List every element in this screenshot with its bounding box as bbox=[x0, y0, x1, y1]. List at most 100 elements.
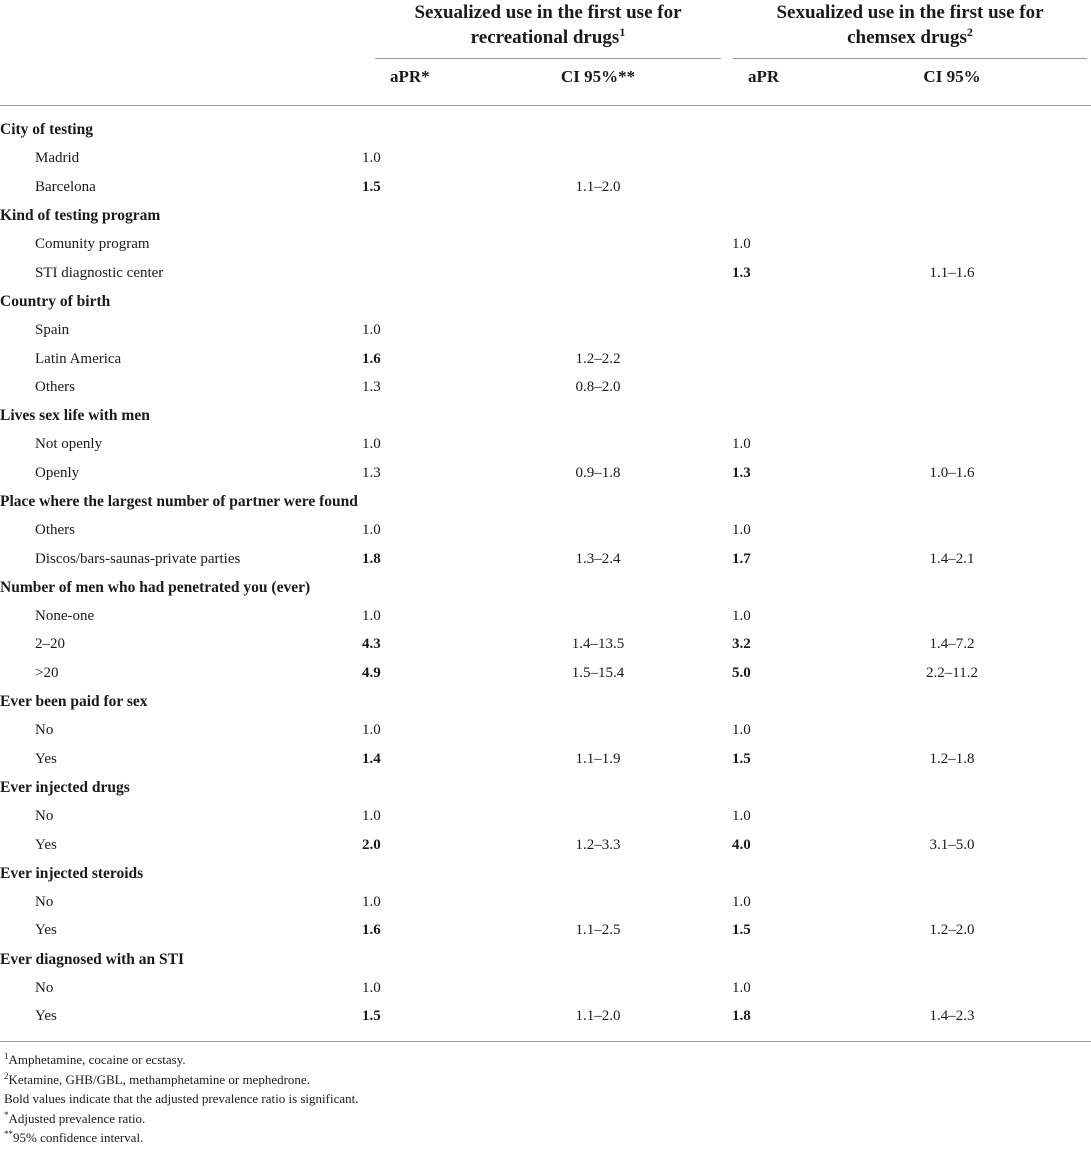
apr-chemsex-cell bbox=[732, 945, 847, 974]
apr-chemsex-cell bbox=[732, 574, 847, 603]
apr-chemsex-cell bbox=[732, 202, 847, 231]
ci-recreational-cell bbox=[493, 802, 703, 831]
column-pad bbox=[1057, 974, 1091, 1003]
ci-chemsex-cell bbox=[847, 945, 1057, 974]
column-gap bbox=[703, 431, 732, 460]
table-row: Others 1.0 1.0 bbox=[0, 516, 1091, 545]
apr-recreational-cell: 1.3 bbox=[362, 464, 381, 481]
column-gap bbox=[703, 545, 732, 574]
ci-recreational-cell: 1.1–2.0 bbox=[575, 1008, 621, 1025]
row-label: Not openly bbox=[35, 436, 103, 453]
apr-recreational-cell bbox=[362, 116, 493, 145]
apr-recreational-cell: 1.0 bbox=[362, 321, 381, 338]
column-pad bbox=[1057, 202, 1091, 231]
ci-recreational-cell: 1.2–3.3 bbox=[575, 836, 621, 853]
column-gap bbox=[703, 774, 732, 803]
ci-recreational-cell: 0.8–2.0 bbox=[575, 379, 621, 396]
section-label: Ever injected steroids bbox=[0, 864, 144, 882]
column-pad bbox=[1057, 431, 1091, 460]
apr-recreational-cell bbox=[362, 774, 493, 803]
column-pad bbox=[1057, 917, 1091, 946]
ci-chemsex-cell bbox=[847, 602, 1057, 631]
apr-recreational-cell bbox=[362, 202, 493, 231]
column-gap bbox=[703, 888, 732, 917]
column-pad bbox=[1057, 802, 1091, 831]
apr-chemsex-cell: 1.5 bbox=[732, 750, 751, 767]
apr-recreational-cell: 1.0 bbox=[362, 979, 381, 996]
apr-chemsex-cell: 1.0 bbox=[732, 236, 751, 253]
ci-chemsex-cell bbox=[847, 859, 1057, 888]
column-pad bbox=[1057, 545, 1091, 574]
apr-chemsex-cell bbox=[732, 145, 847, 174]
column-gap bbox=[703, 459, 732, 488]
row-label: No bbox=[35, 808, 54, 825]
apr-recreational-cell: 2.0 bbox=[362, 836, 381, 853]
section-label: Ever diagnosed with an STI bbox=[0, 950, 185, 968]
ci-chemsex-cell bbox=[847, 173, 1057, 202]
column-pad bbox=[1057, 716, 1091, 745]
column-pad bbox=[1057, 488, 1091, 517]
ci-chemsex-cell bbox=[847, 431, 1057, 460]
column-gap bbox=[703, 202, 732, 231]
row-label: Comunity program bbox=[35, 236, 150, 253]
row-label: Madrid bbox=[35, 150, 80, 167]
column-pad bbox=[1057, 659, 1091, 688]
ci-recreational-cell bbox=[493, 574, 703, 603]
ci-recreational-cell: 0.9–1.8 bbox=[575, 464, 621, 481]
section-label: Country of birth bbox=[0, 292, 111, 310]
apr-recreational-cell: 1.6 bbox=[362, 350, 381, 367]
results-table: City of testing Madrid 1.0 Barcelona 1.5 1.1–… bbox=[0, 116, 1091, 1031]
column-gap bbox=[703, 631, 732, 660]
ci-recreational-cell bbox=[493, 202, 703, 231]
group-title-line2: chemsex drugs bbox=[847, 27, 967, 48]
table-row: Yes 2.0 1.2–3.3 4.0 3.1–5.0 bbox=[0, 831, 1091, 860]
table-row: Yes 1.5 1.1–2.0 1.8 1.4–2.3 bbox=[0, 1002, 1091, 1031]
ci-recreational-cell bbox=[493, 431, 703, 460]
row-label: None-one bbox=[35, 607, 95, 624]
ci-chemsex-cell bbox=[847, 373, 1057, 402]
apr-chemsex-cell: 3.2 bbox=[732, 636, 751, 653]
row-label: No bbox=[35, 979, 54, 996]
apr-chemsex-cell bbox=[732, 116, 847, 145]
column-gap bbox=[703, 1002, 732, 1031]
ci-recreational-cell bbox=[493, 774, 703, 803]
column-gap bbox=[703, 345, 732, 374]
section-label: Ever injected drugs bbox=[0, 778, 130, 796]
column-gap bbox=[703, 173, 732, 202]
column-pad bbox=[1057, 230, 1091, 259]
apr-chemsex-cell bbox=[732, 316, 847, 345]
col-header-apr-recreational: aPR* bbox=[390, 67, 430, 86]
ci-chemsex-cell: 1.0–1.6 bbox=[929, 464, 975, 481]
ci-recreational-cell bbox=[493, 402, 703, 431]
ci-recreational-cell bbox=[493, 259, 703, 288]
column-pad bbox=[1057, 774, 1091, 803]
ci-recreational-cell: 1.1–2.5 bbox=[575, 922, 621, 939]
section-label: Place where the largest number of partne… bbox=[0, 493, 358, 511]
ci-recreational-cell bbox=[493, 688, 703, 717]
column-pad bbox=[1057, 259, 1091, 288]
column-gap bbox=[703, 402, 732, 431]
ci-chemsex-cell: 1.4–2.3 bbox=[929, 1008, 975, 1025]
ci-recreational-cell bbox=[493, 230, 703, 259]
column-pad bbox=[1057, 345, 1091, 374]
footnote-ci: **95% confidence interval. bbox=[4, 1129, 144, 1146]
column-pad bbox=[1057, 631, 1091, 660]
apr-chemsex-cell: 1.0 bbox=[732, 893, 751, 910]
ci-recreational-cell bbox=[493, 888, 703, 917]
table-row: Yes 1.4 1.1–1.9 1.5 1.2–1.8 bbox=[0, 745, 1091, 774]
column-gap bbox=[703, 116, 732, 145]
ci-chemsex-cell: 3.1–5.0 bbox=[929, 836, 975, 853]
apr-chemsex-cell: 1.0 bbox=[732, 722, 751, 739]
apr-recreational-cell bbox=[362, 259, 493, 288]
column-pad bbox=[1057, 859, 1091, 888]
column-pad bbox=[1057, 688, 1091, 717]
apr-chemsex-cell: 1.8 bbox=[732, 1008, 751, 1025]
row-label: Spain bbox=[35, 321, 70, 338]
group-rule-recreational bbox=[375, 58, 721, 59]
col-header-apr-chemsex: aPR bbox=[748, 67, 780, 86]
ci-chemsex-cell: 1.2–1.8 bbox=[929, 750, 975, 767]
column-gap bbox=[703, 716, 732, 745]
apr-recreational-cell bbox=[362, 688, 493, 717]
ci-chemsex-cell bbox=[847, 402, 1057, 431]
table-row: No 1.0 1.0 bbox=[0, 888, 1091, 917]
